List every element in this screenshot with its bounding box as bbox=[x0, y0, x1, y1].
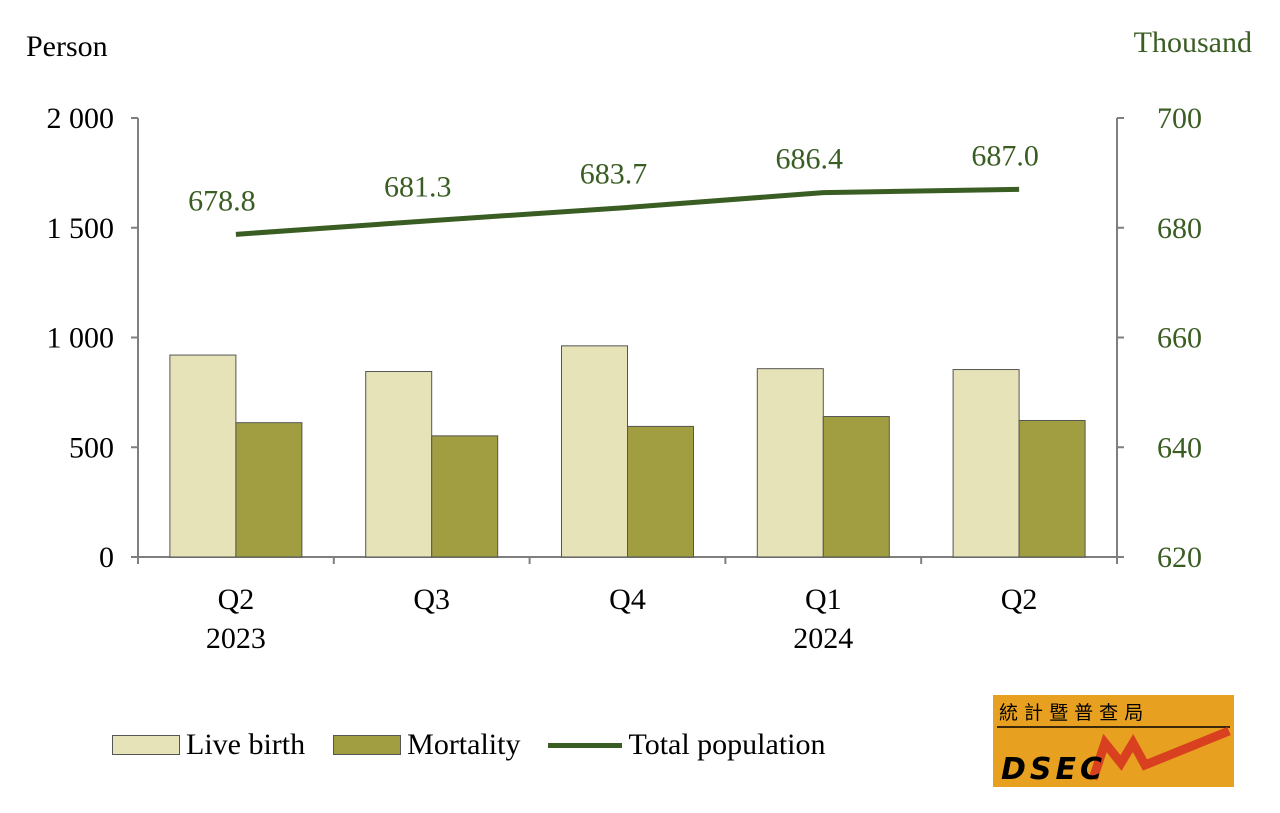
right-axis-tick-label: 620 bbox=[1157, 541, 1202, 574]
bar-live-birth bbox=[365, 371, 433, 558]
chart-line bbox=[235, 186, 1020, 237]
bar-live-birth bbox=[952, 369, 1020, 558]
x-tick-label: Q2 bbox=[218, 583, 255, 616]
legend-label-total-population: Total population bbox=[628, 728, 826, 761]
left-axis-tick-label: 0 bbox=[99, 541, 114, 574]
bar-live-birth bbox=[169, 354, 237, 558]
left-axis-tick-label: 2 000 bbox=[47, 102, 115, 135]
data-label-total-population: 687.0 bbox=[971, 139, 1039, 172]
right-axis-unit: Thousand bbox=[1133, 26, 1252, 59]
chart-bars bbox=[169, 345, 1086, 558]
legend-label-live-birth: Live birth bbox=[186, 728, 306, 761]
legend-item-total-population: Total population bbox=[548, 728, 826, 762]
legend-label-mortality: Mortality bbox=[407, 728, 521, 761]
right-axis-tick-label: 680 bbox=[1157, 212, 1202, 245]
x-year-label: 2023 bbox=[206, 622, 266, 655]
logo-chinese-text: 統 計 暨 普 查 局 bbox=[999, 702, 1143, 724]
legend-swatch-live-birth bbox=[112, 735, 180, 755]
right-axis-tick-label: 700 bbox=[1157, 102, 1202, 135]
x-year-label: 2024 bbox=[793, 622, 853, 655]
bar-live-birth bbox=[561, 345, 628, 558]
legend: Live birth Mortality Total population bbox=[112, 728, 854, 762]
right-axis-tick-label: 640 bbox=[1157, 431, 1202, 464]
bar-mortality bbox=[1018, 419, 1086, 558]
data-label-total-population: 686.4 bbox=[776, 143, 844, 176]
x-tick-label: Q4 bbox=[609, 583, 646, 616]
legend-item-live-birth: Live birth bbox=[112, 728, 305, 762]
left-axis-tick-label: 500 bbox=[69, 431, 114, 464]
chart-labels: 0 500 1 000 1 500 2 000 620 640 660 680 700 Q2 2023… bbox=[47, 102, 1203, 655]
x-tick-label: Q1 bbox=[805, 583, 842, 616]
bar-mortality bbox=[627, 425, 694, 558]
bar-mortality bbox=[235, 422, 303, 558]
x-tick-label: Q2 bbox=[1001, 583, 1038, 616]
legend-item-mortality: Mortality bbox=[333, 728, 520, 762]
line-total-population bbox=[235, 186, 1020, 237]
bar-live-birth bbox=[756, 368, 824, 558]
data-label-total-population: 681.3 bbox=[384, 171, 452, 204]
left-axis-tick-label: 1 500 bbox=[47, 212, 115, 245]
logo-dsec-text: DSEC bbox=[1001, 752, 1106, 787]
bar-mortality bbox=[822, 416, 890, 558]
data-label-total-population: 683.7 bbox=[580, 157, 648, 190]
legend-swatch-total-population bbox=[548, 742, 623, 748]
right-axis-tick-label: 660 bbox=[1157, 322, 1202, 355]
left-axis-tick-label: 1 000 bbox=[47, 322, 115, 355]
left-axis-unit: Person bbox=[26, 30, 108, 63]
data-label-total-population: 678.8 bbox=[188, 184, 256, 217]
legend-swatch-mortality bbox=[333, 735, 402, 755]
bar-mortality bbox=[431, 435, 499, 558]
x-tick-label: Q3 bbox=[413, 583, 450, 616]
dsec-logo: 統 計 暨 普 查 局 DSEC bbox=[993, 695, 1234, 787]
